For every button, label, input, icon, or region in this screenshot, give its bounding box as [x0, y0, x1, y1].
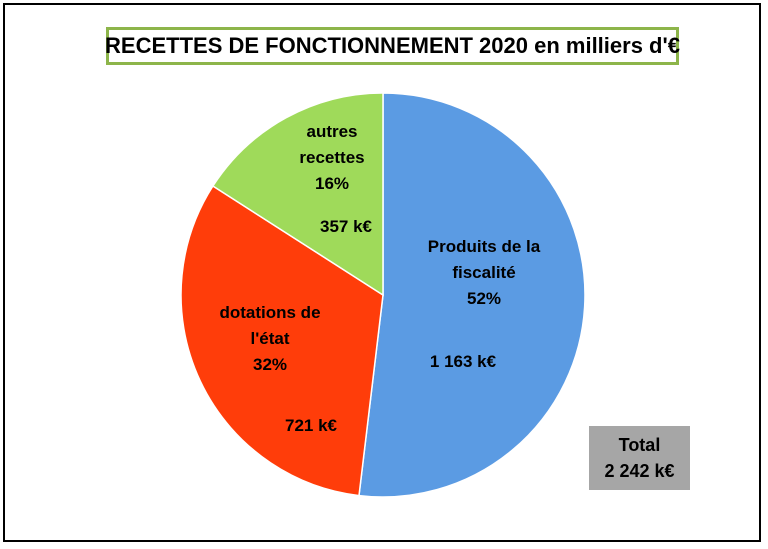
slice-category-label: fiscalité: [452, 263, 515, 282]
slice-value-label: 721 k€: [285, 416, 338, 435]
total-value: 2 242 k€: [604, 461, 675, 481]
slice-category-label: recettes: [299, 148, 364, 167]
pie-slice: [211, 92, 384, 297]
slice-value-label: 357 k€: [320, 217, 373, 236]
slice-category-label: l'état: [251, 329, 290, 348]
chart-title: RECETTES DE FONCTIONNEMENT 2020 en milli…: [105, 33, 680, 58]
slice-category-label: autres: [306, 122, 357, 141]
slice-percent-label: 16%: [315, 174, 349, 193]
slice-percent-label: 32%: [253, 355, 287, 374]
slice-category-label: Produits de la: [428, 237, 541, 256]
slice-category-label: dotations de: [219, 303, 320, 322]
pie-slice: [358, 92, 586, 498]
chart-title-box: RECETTES DE FONCTIONNEMENT 2020 en milli…: [105, 27, 680, 65]
slice-percent-label: 52%: [467, 289, 501, 308]
slice-value-label: 1 163 k€: [430, 352, 497, 371]
total-label: Total: [618, 435, 661, 455]
total-box: Total 2 242 k€: [589, 426, 690, 490]
